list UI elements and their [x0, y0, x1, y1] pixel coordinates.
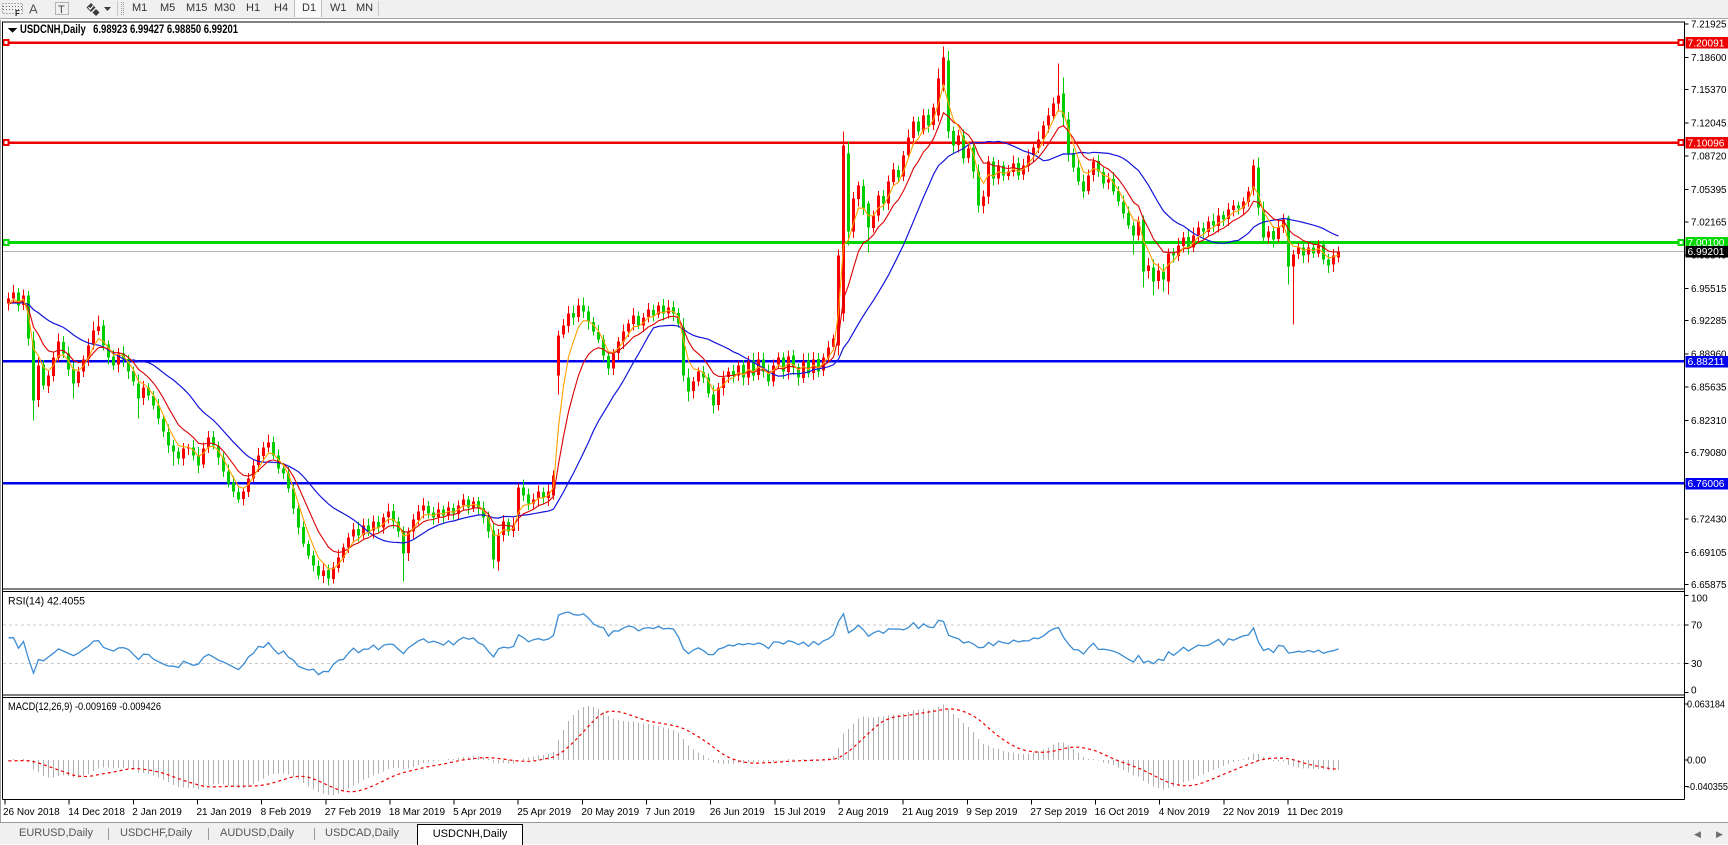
- svg-text:4 Nov 2019: 4 Nov 2019: [1159, 807, 1211, 818]
- svg-text:6.79080: 6.79080: [1691, 448, 1727, 459]
- svg-text:0.063184: 0.063184: [1687, 700, 1725, 711]
- svg-text:22 Nov 2019: 22 Nov 2019: [1223, 807, 1280, 818]
- svg-text:RSI(14) 42.4055: RSI(14) 42.4055: [8, 596, 85, 608]
- svg-text:6.82310: 6.82310: [1691, 416, 1727, 427]
- svg-text:6.88211: 6.88211: [1688, 357, 1725, 368]
- svg-text:27 Feb 2019: 27 Feb 2019: [325, 807, 382, 818]
- svg-text:7.20091: 7.20091: [1688, 38, 1725, 49]
- svg-text:6.65875: 6.65875: [1691, 580, 1727, 591]
- svg-text:7.02165: 7.02165: [1691, 217, 1727, 228]
- svg-text:15 Jul 2019: 15 Jul 2019: [774, 807, 826, 818]
- svg-text:20 May 2019: 20 May 2019: [581, 807, 639, 818]
- svg-text:26 Jun 2019: 26 Jun 2019: [710, 807, 765, 818]
- svg-text:USDCNH,Daily 6.98923 6.99427: USDCNH,Daily 6.98923 6.99427 6.98850 6.9…: [20, 24, 238, 36]
- svg-text:27 Sep 2019: 27 Sep 2019: [1030, 807, 1087, 818]
- svg-text:7.12045: 7.12045: [1691, 119, 1727, 130]
- svg-text:25 Apr 2019: 25 Apr 2019: [517, 807, 571, 818]
- svg-text:18 Mar 2019: 18 Mar 2019: [389, 807, 446, 818]
- svg-text:6.95515: 6.95515: [1691, 284, 1727, 295]
- svg-text:2 Aug 2019: 2 Aug 2019: [838, 807, 889, 818]
- svg-text:14 Dec 2018: 14 Dec 2018: [68, 807, 125, 818]
- svg-text:7.10096: 7.10096: [1688, 138, 1725, 149]
- svg-text:0: 0: [1691, 686, 1697, 697]
- svg-text:9 Sep 2019: 9 Sep 2019: [966, 807, 1018, 818]
- svg-text:8 Feb 2019: 8 Feb 2019: [261, 807, 312, 818]
- svg-text:MACD(12,26,9) -0.009169 -0.009: MACD(12,26,9) -0.009169 -0.009426: [8, 701, 161, 713]
- svg-text:6.69105: 6.69105: [1691, 548, 1727, 559]
- svg-text:6.92285: 6.92285: [1691, 316, 1727, 327]
- svg-text:T: T: [58, 4, 65, 16]
- svg-text:7.05395: 7.05395: [1691, 185, 1727, 196]
- svg-text:7.21925: 7.21925: [1691, 20, 1727, 31]
- svg-text:2 Jan 2019: 2 Jan 2019: [132, 807, 182, 818]
- svg-text:70: 70: [1691, 620, 1703, 631]
- svg-text:5 Apr 2019: 5 Apr 2019: [453, 807, 502, 818]
- svg-text:26 Nov 2018: 26 Nov 2018: [3, 807, 60, 818]
- svg-text:6.72430: 6.72430: [1691, 515, 1727, 526]
- svg-text:7.15370: 7.15370: [1691, 85, 1727, 96]
- svg-text:7.08720: 7.08720: [1691, 152, 1727, 163]
- svg-text:11 Dec 2019: 11 Dec 2019: [1287, 807, 1343, 818]
- svg-text:7.18600: 7.18600: [1691, 53, 1727, 64]
- svg-text:21 Aug 2019: 21 Aug 2019: [902, 807, 959, 818]
- svg-text:A: A: [29, 2, 38, 17]
- svg-text:F: F: [15, 9, 20, 18]
- svg-text:21 Jan 2019: 21 Jan 2019: [197, 807, 252, 818]
- svg-text:30: 30: [1691, 659, 1703, 670]
- svg-text:6.99201: 6.99201: [1688, 247, 1725, 258]
- svg-text:16 Oct 2019: 16 Oct 2019: [1095, 807, 1150, 818]
- svg-text:7 Jun 2019: 7 Jun 2019: [646, 807, 696, 818]
- svg-text:100: 100: [1691, 594, 1708, 605]
- svg-text:-0.040355: -0.040355: [1687, 782, 1728, 793]
- svg-text:0.00: 0.00: [1687, 756, 1706, 767]
- svg-text:6.76006: 6.76006: [1688, 479, 1725, 490]
- svg-text:6.85635: 6.85635: [1691, 383, 1727, 394]
